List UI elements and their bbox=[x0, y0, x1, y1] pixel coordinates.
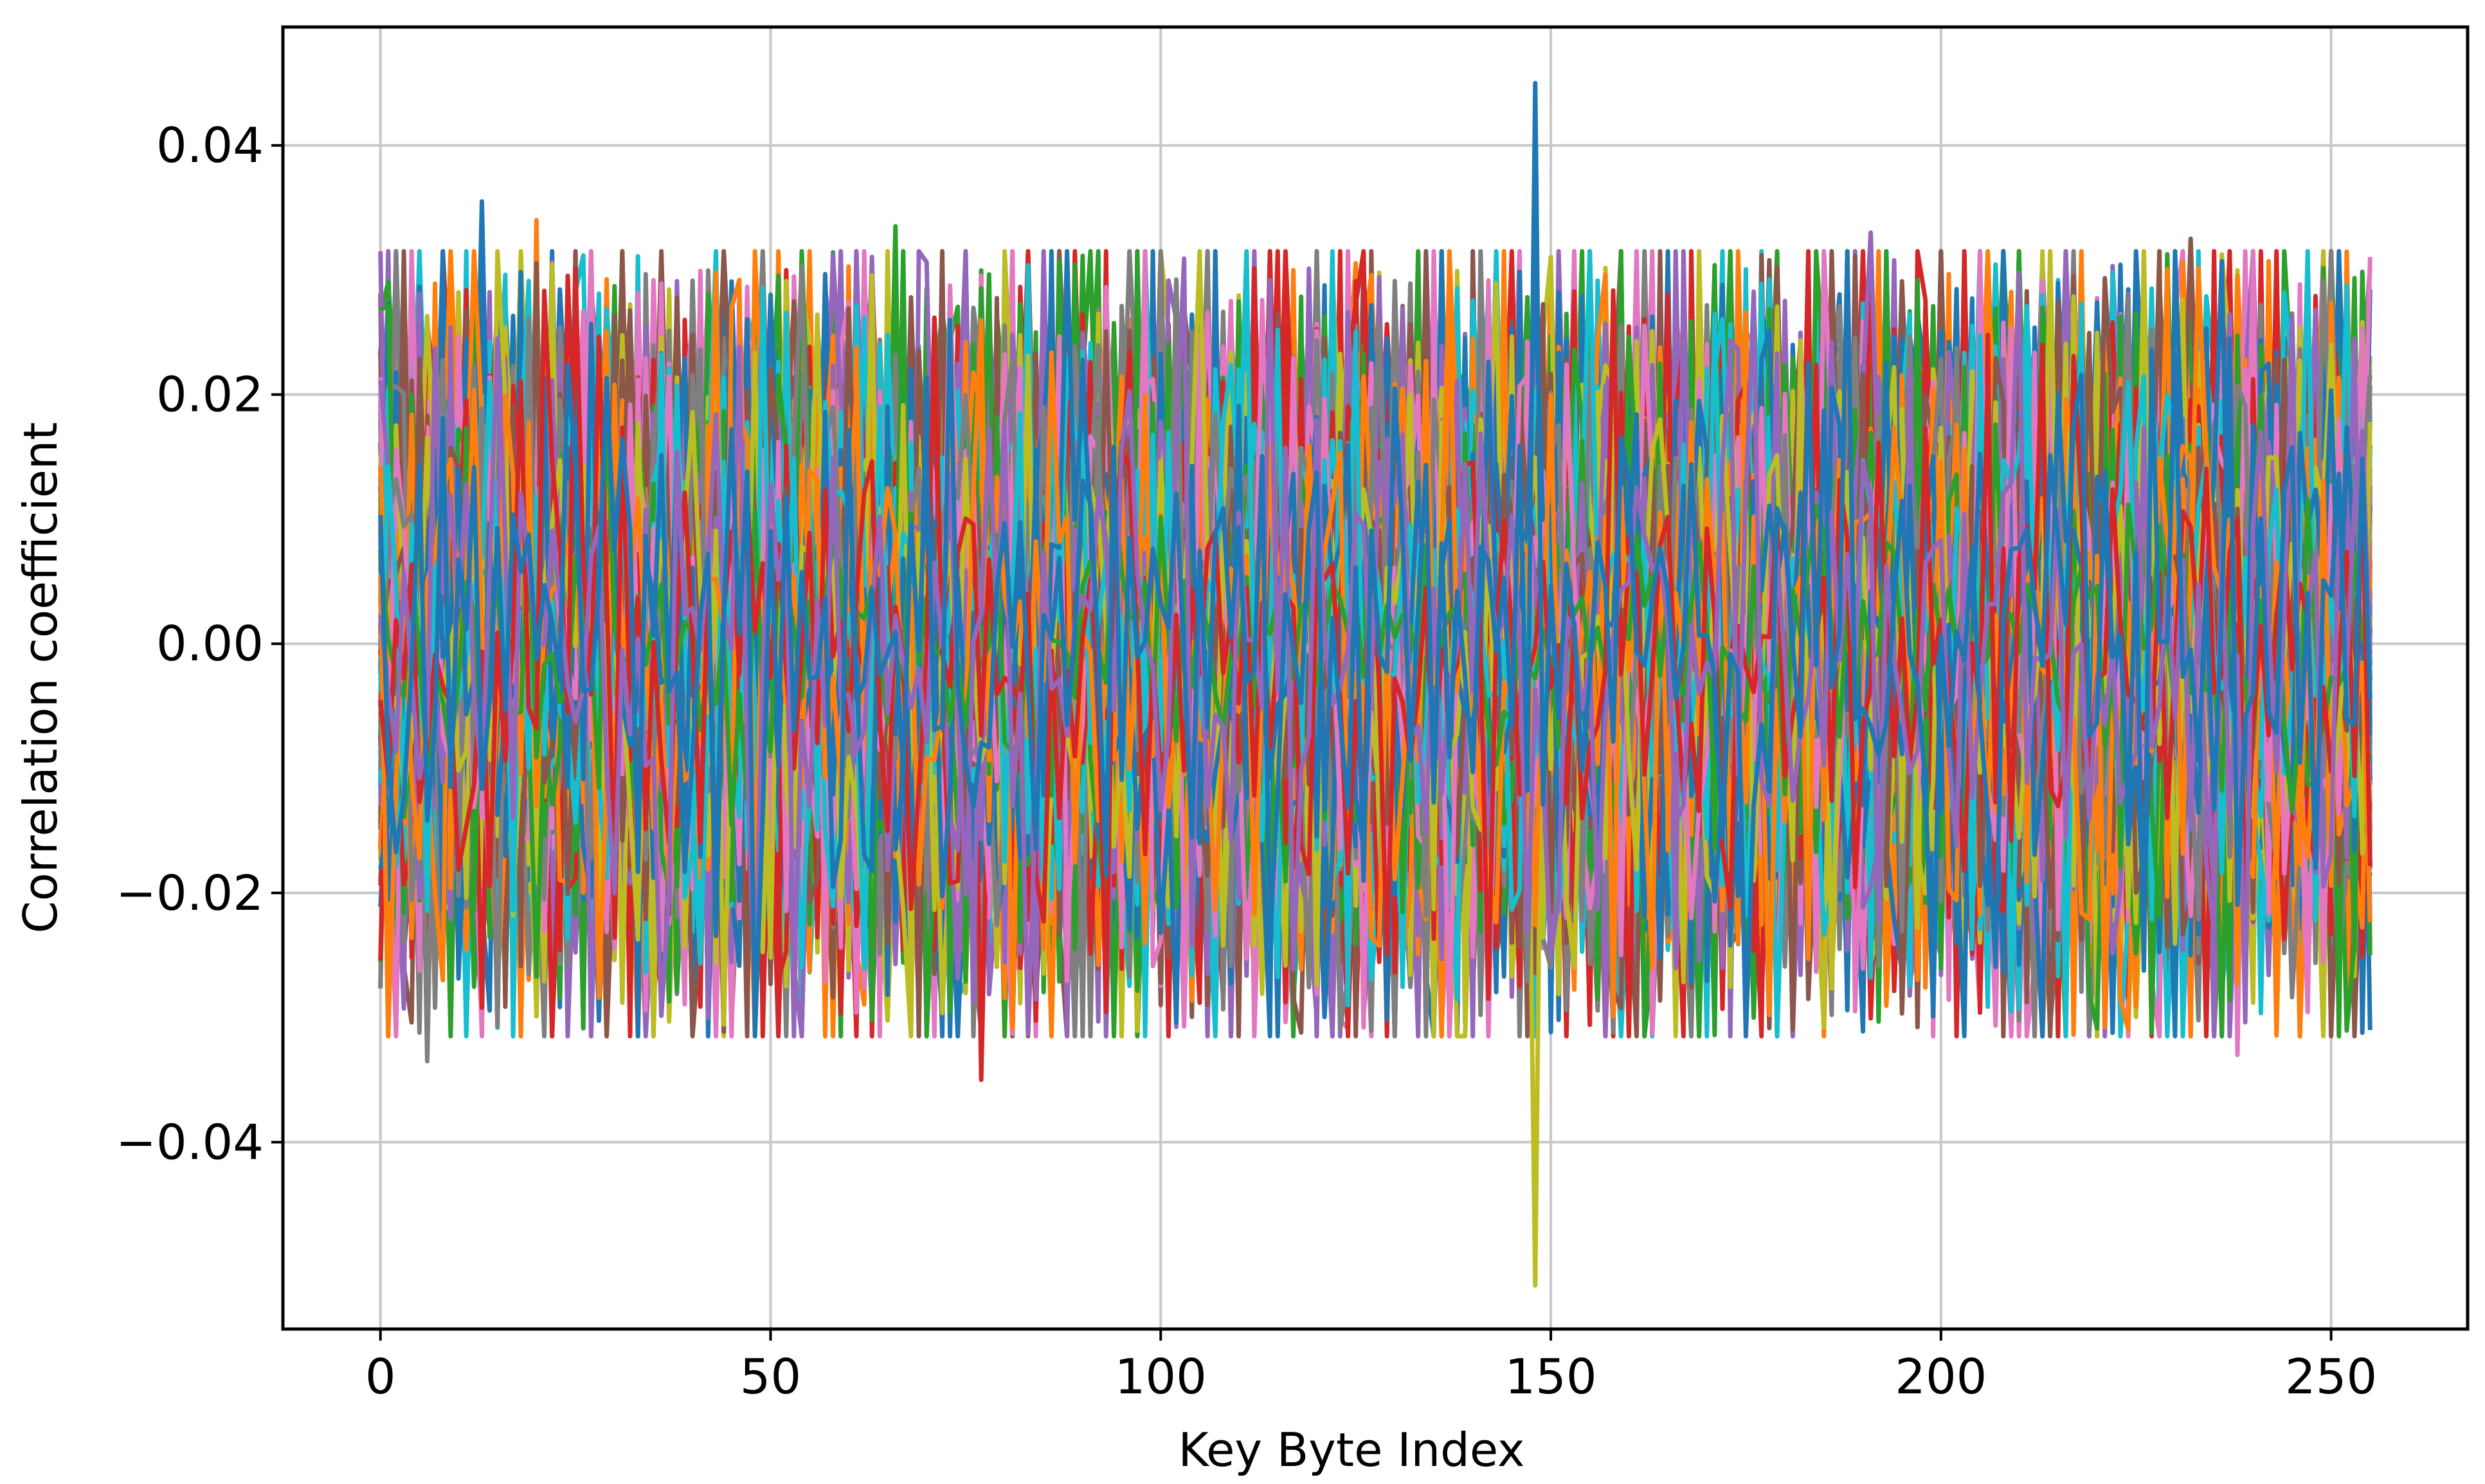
y-tick-label: −0.02 bbox=[116, 865, 264, 921]
y-tick-label: 0.02 bbox=[156, 366, 264, 423]
x-tick-label: 50 bbox=[740, 1348, 801, 1405]
y-tick-label: −0.04 bbox=[116, 1114, 264, 1170]
y-axis: 0.04 0.02 0.00 −0.02 −0.04 bbox=[116, 117, 283, 1170]
x-tick-label: 200 bbox=[1895, 1348, 1987, 1405]
plot-frame bbox=[281, 25, 2470, 1331]
y-tick-label: 0.00 bbox=[156, 615, 264, 672]
correlation-trace bbox=[378, 260, 2372, 1039]
x-tick-label: 0 bbox=[365, 1348, 396, 1405]
series-layer bbox=[378, 80, 2372, 1288]
x-tick-label: 150 bbox=[1505, 1348, 1596, 1405]
x-tick-label: 250 bbox=[2285, 1348, 2377, 1405]
correlation-trace bbox=[378, 80, 2372, 1039]
x-axis: 0 50 100 150 200 250 bbox=[365, 1329, 2377, 1405]
x-tick-label: 100 bbox=[1115, 1348, 1207, 1405]
plot-area bbox=[378, 80, 2372, 1288]
y-axis-label: Correlation coefficient bbox=[14, 422, 68, 933]
y-tick-label: 0.04 bbox=[156, 117, 264, 174]
x-axis-label: Key Byte Index bbox=[1178, 1423, 1524, 1477]
